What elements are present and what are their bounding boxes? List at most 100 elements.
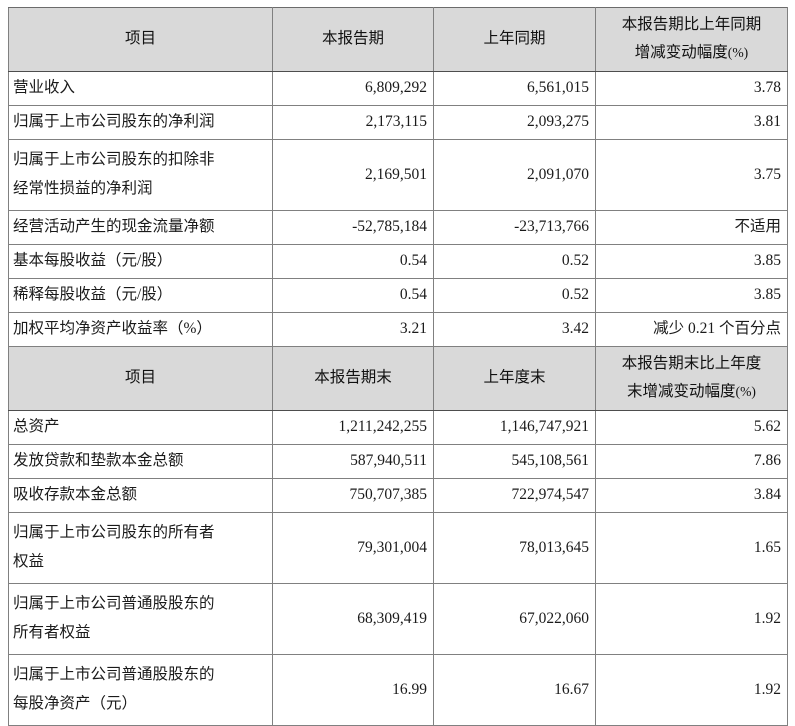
row-value-current-text: -52,785,184 [352, 218, 427, 235]
row-value-current: 1,211,242,255 [272, 410, 434, 445]
row-value-delta: 减少 0.21 个百分点 [595, 312, 788, 347]
row-value-delta: 3.75 [595, 139, 788, 211]
row-value-delta: 3.81 [595, 105, 788, 140]
header-cell-current: 本报告期末 [272, 346, 434, 411]
table-row: 稀释每股收益（元/股） 0.54 0.52 3.85 [8, 278, 788, 313]
header-cell-item-label: 项目 [124, 369, 156, 386]
header-cell-delta-line-2: 增减变动幅度(%) [634, 44, 749, 61]
row-value-current: 79,301,004 [272, 512, 434, 584]
row-value-delta: 3.84 [595, 478, 788, 513]
row-value-previous-text: 3.42 [561, 320, 589, 337]
row-item-line-2: 权益 [13, 553, 45, 570]
row-item-name: 归属于上市公司普通股股东的 每股净资产（元） [8, 654, 273, 726]
row-item-name: 发放贷款和垫款本金总额 [8, 444, 273, 479]
row-value-delta: 1.92 [595, 583, 788, 655]
row-item-line-1: 营业收入 [13, 79, 76, 96]
row-value-current: -52,785,184 [272, 210, 434, 245]
row-value-delta-text: 不适用 [734, 218, 781, 235]
header-cell-delta-line-1: 本报告期末比上年度 [621, 355, 762, 372]
header-cell-previous-label: 上年同期 [483, 30, 546, 47]
table-row: 基本每股收益（元/股） 0.54 0.52 3.85 [8, 244, 788, 279]
row-item-line-1: 发放贷款和垫款本金总额 [13, 452, 184, 469]
row-item-name: 经营活动产生的现金流量净额 [8, 210, 273, 245]
row-value-current: 3.21 [272, 312, 434, 347]
row-value-current: 68,309,419 [272, 583, 434, 655]
row-value-previous: 16.67 [433, 654, 596, 726]
row-value-previous: 67,022,060 [433, 583, 596, 655]
row-value-current-text: 68,309,419 [357, 609, 427, 627]
header-cell-current-label: 本报告期 [321, 30, 384, 47]
table-row: 总资产 1,211,242,255 1,146,747,921 5.62 [8, 410, 788, 445]
row-value-delta: 7.86 [595, 444, 788, 479]
row-value-current: 587,940,511 [272, 444, 434, 479]
row-value-previous: 1,146,747,921 [433, 410, 596, 445]
row-item-line-1: 归属于上市公司普通股股东的 [13, 595, 215, 612]
row-value-delta-text: 5.62 [753, 418, 781, 435]
table-row: 发放贷款和垫款本金总额 587,940,511 545,108,561 7.86 [8, 444, 788, 479]
row-value-previous: 545,108,561 [433, 444, 596, 479]
row-value-delta-text: 减少 0.21 个百分点 [653, 320, 781, 337]
row-value-current: 0.54 [272, 244, 434, 279]
row-value-previous: 2,091,070 [433, 139, 596, 211]
header-cell-delta: 本报告期末比上年度 末增减变动幅度(%) [595, 346, 788, 411]
row-value-previous-text: -23,713,766 [514, 218, 589, 235]
header-cell-previous: 上年同期 [433, 7, 596, 72]
row-item-name: 归属于上市公司股东的净利润 [8, 105, 273, 140]
row-value-previous-text: 16.67 [554, 680, 589, 698]
table-row: 吸收存款本金总额 750,707,385 722,974,547 3.84 [8, 478, 788, 513]
row-value-delta: 1.65 [595, 512, 788, 584]
row-value-current-text: 6,809,292 [365, 79, 427, 96]
row-value-previous-text: 722,974,547 [511, 486, 590, 503]
header-cell-previous-label: 上年度末 [483, 369, 546, 386]
header-cell-previous: 上年度末 [433, 346, 596, 411]
table-row: 经营活动产生的现金流量净额 -52,785,184 -23,713,766 不适用 [8, 210, 788, 245]
row-value-delta: 3.85 [595, 244, 788, 279]
row-value-current: 6,809,292 [272, 71, 434, 106]
row-item-line-1: 基本每股收益（元/股） [13, 252, 173, 269]
row-item-line-1: 总资产 [13, 418, 60, 435]
row-value-current-text: 1,211,242,255 [338, 418, 427, 435]
row-item-name: 加权平均净资产收益率（%） [8, 312, 273, 347]
row-value-delta-text: 3.81 [753, 113, 781, 130]
row-value-delta-text: 1.92 [753, 680, 781, 698]
row-value-previous: 3.42 [433, 312, 596, 347]
table-row: 归属于上市公司普通股股东的 所有者权益 68,309,419 67,022,060 1.… [8, 583, 788, 655]
header-cell-delta-line-1: 本报告期比上年同期 [621, 16, 762, 33]
row-item-line-1: 经营活动产生的现金流量净额 [13, 218, 215, 235]
row-value-delta-text: 3.78 [753, 79, 781, 96]
row-value-previous: 0.52 [433, 244, 596, 279]
row-value-delta-text: 1.92 [753, 609, 781, 627]
financial-summary-table: 项目 本报告期 上年同期 本报告期比上年同期 增减变动幅度(%) 营业收入 6,809,29… [8, 7, 788, 726]
row-item-line-1: 加权平均净资产收益率（%） [13, 320, 212, 337]
row-item-name: 稀释每股收益（元/股） [8, 278, 273, 313]
header-cell-item: 项目 [8, 7, 273, 72]
row-value-current-text: 2,169,501 [365, 165, 427, 183]
row-value-delta-text: 7.86 [753, 452, 781, 469]
header-cell-delta-line-2: 末增减变动幅度(%) [627, 383, 756, 400]
row-value-current: 750,707,385 [272, 478, 434, 513]
row-value-current-text: 0.54 [399, 252, 427, 269]
row-value-delta-text: 1.65 [753, 538, 781, 556]
header-cell-item: 项目 [8, 346, 273, 411]
header-cell-current: 本报告期 [272, 7, 434, 72]
row-value-previous: 722,974,547 [433, 478, 596, 513]
row-value-delta: 5.62 [595, 410, 788, 445]
row-item-line-2: 所有者权益 [13, 624, 91, 641]
row-value-previous-text: 0.52 [561, 286, 589, 303]
row-item-line-2: 经常性损益的净利润 [13, 180, 153, 197]
row-value-delta-text: 3.75 [753, 165, 781, 183]
row-value-delta: 不适用 [595, 210, 788, 245]
row-value-current: 16.99 [272, 654, 434, 726]
row-item-name: 吸收存款本金总额 [8, 478, 273, 513]
row-value-previous-text: 6,561,015 [527, 79, 589, 96]
header-cell-delta: 本报告期比上年同期 增减变动幅度(%) [595, 7, 788, 72]
row-value-previous-text: 78,013,645 [519, 538, 589, 556]
row-item-name: 归属于上市公司股东的扣除非 经常性损益的净利润 [8, 139, 273, 211]
row-value-previous-text: 2,091,070 [527, 165, 589, 183]
row-item-line-1: 稀释每股收益（元/股） [13, 286, 173, 303]
row-value-delta: 3.85 [595, 278, 788, 313]
row-value-delta-text: 3.84 [753, 486, 781, 503]
row-value-current-text: 0.54 [399, 286, 427, 303]
row-value-current: 0.54 [272, 278, 434, 313]
row-value-current: 2,173,115 [272, 105, 434, 140]
